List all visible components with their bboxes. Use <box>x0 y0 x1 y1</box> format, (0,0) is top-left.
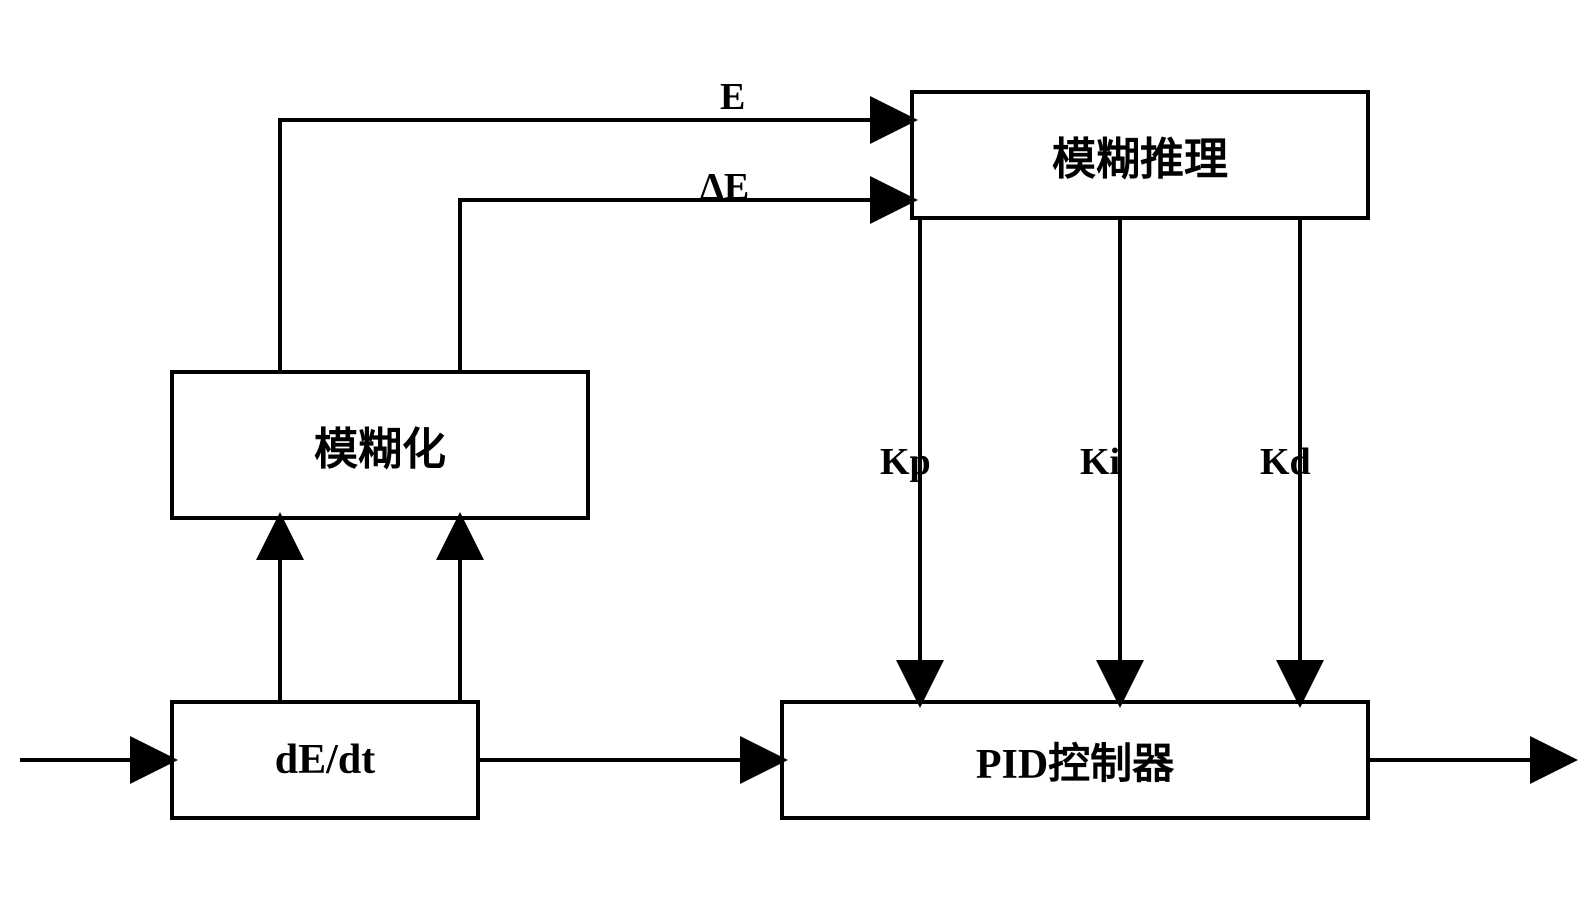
E-line <box>280 120 910 370</box>
fuzzification-box: 模糊化 <box>170 370 590 520</box>
fuzzification-label: 模糊化 <box>314 413 446 477</box>
label-Ki: Ki <box>1080 440 1120 484</box>
label-Kd: Kd <box>1260 440 1311 484</box>
derivative-box: dE/dt <box>170 700 480 820</box>
dE-line <box>460 200 910 370</box>
fuzzy-inference-box: 模糊推理 <box>910 90 1370 220</box>
label-Kp: Kp <box>880 440 931 484</box>
pid-controller-label: PID控制器 <box>976 730 1174 791</box>
pid-controller-box: PID控制器 <box>780 700 1370 820</box>
fuzzy-inference-label: 模糊推理 <box>1052 123 1228 187</box>
label-dE: ΔE <box>700 165 749 209</box>
derivative-label: dE/dt <box>275 736 375 784</box>
label-E: E <box>720 75 745 119</box>
